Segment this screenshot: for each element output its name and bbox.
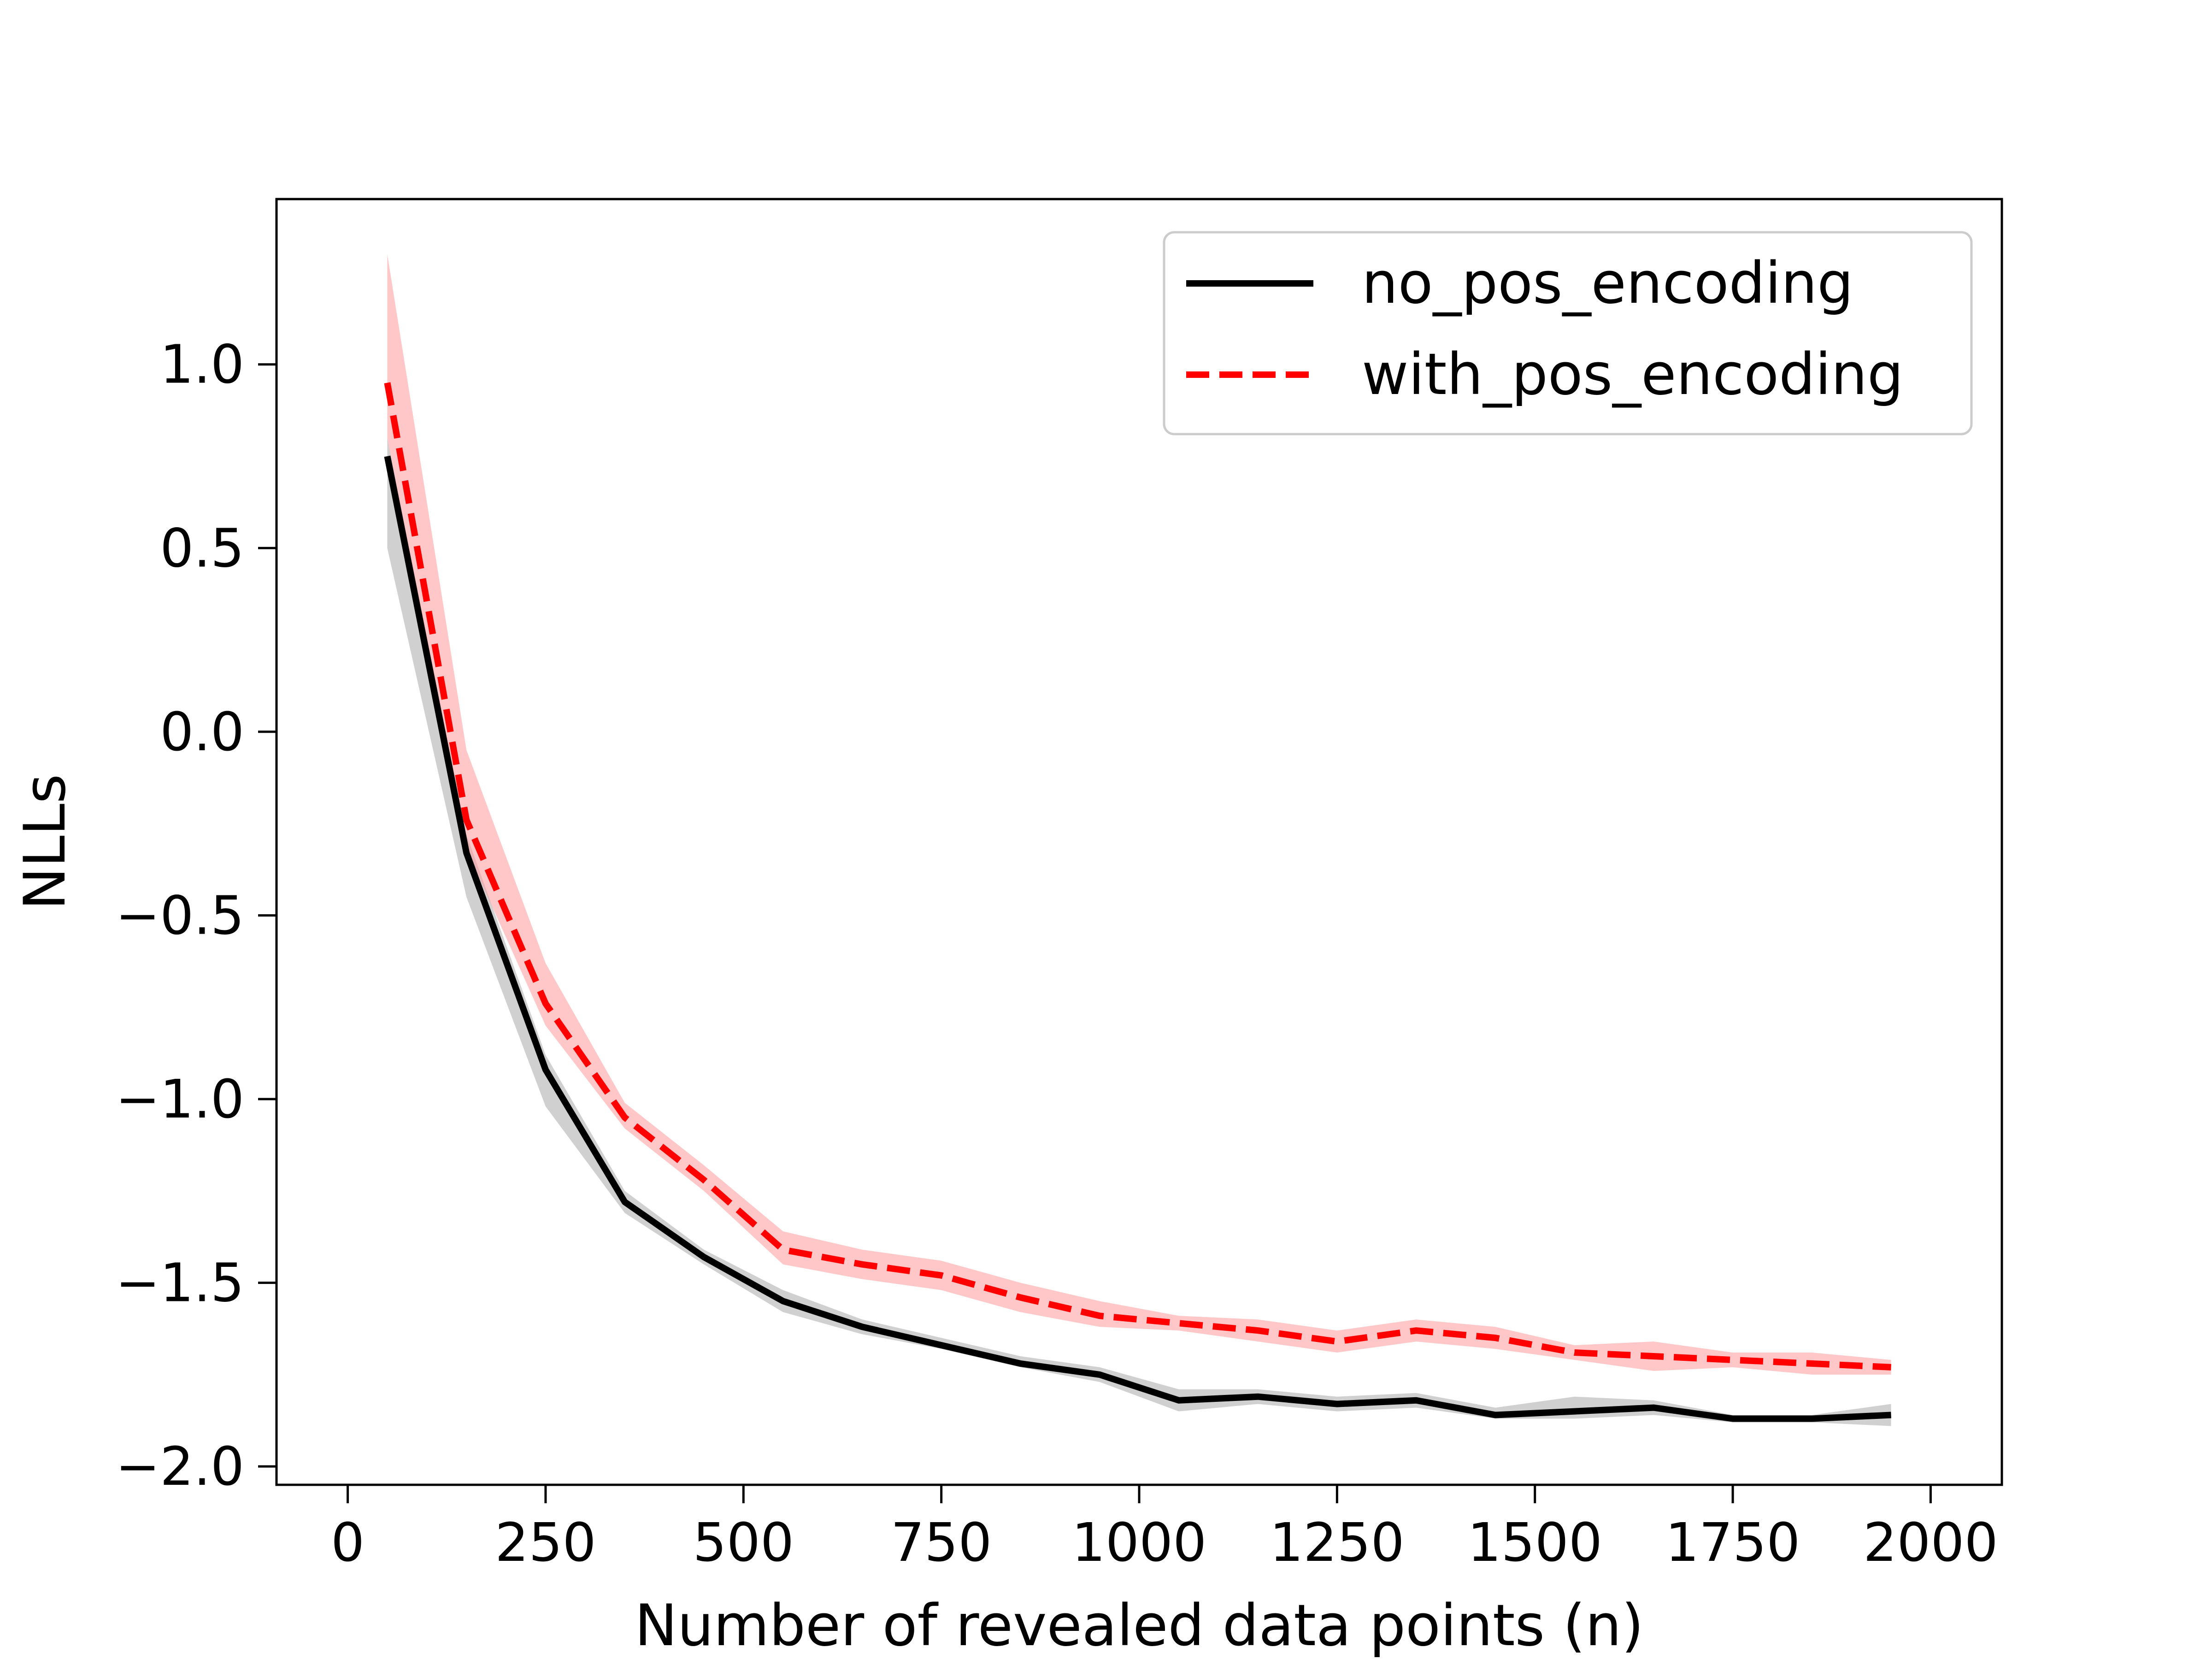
x-axis-ticks: 0 250 500 750 1000 1250 1500 1750 2000 xyxy=(331,1485,1998,1574)
y-tick-label: 0.0 xyxy=(160,701,244,763)
x-tick-label: 1250 xyxy=(1270,1512,1405,1574)
series-lines xyxy=(384,382,1891,1422)
x-axis-label: Number of revealed data points (n) xyxy=(635,1593,1644,1659)
y-axis-label: NLLs xyxy=(12,774,78,910)
y-axis-ticks: 1.0 0.5 0.0 −0.5 −1.0 −1.5 −2.0 xyxy=(116,334,276,1498)
legend-label-no-pos-encoding: no_pos_encoding xyxy=(1362,250,1853,317)
x-tick-label: 1000 xyxy=(1072,1512,1207,1574)
legend-label-with-pos-encoding: with_pos_encoding xyxy=(1362,341,1904,408)
y-tick-label: 0.5 xyxy=(160,518,244,579)
x-tick-label: 0 xyxy=(331,1512,365,1574)
x-tick-label: 250 xyxy=(495,1512,596,1574)
legend: no_pos_encoding with_pos_encoding xyxy=(1163,231,1973,435)
y-tick-label: −2.0 xyxy=(116,1436,244,1498)
y-tick-label: −0.5 xyxy=(116,885,244,947)
legend-box xyxy=(1163,231,1973,435)
x-tick-label: 500 xyxy=(693,1512,794,1574)
x-tick-label: 1750 xyxy=(1665,1512,1800,1574)
x-tick-label: 750 xyxy=(891,1512,992,1574)
y-tick-label: −1.5 xyxy=(116,1253,244,1314)
y-tick-label: 1.0 xyxy=(160,334,244,396)
series-line-with-pos-encoding xyxy=(384,382,1891,1371)
y-tick-label: −1.0 xyxy=(116,1069,244,1130)
x-tick-label: 1500 xyxy=(1467,1512,1602,1574)
series-line-no-pos-encoding xyxy=(384,455,1891,1422)
x-tick-label: 2000 xyxy=(1863,1512,1998,1574)
